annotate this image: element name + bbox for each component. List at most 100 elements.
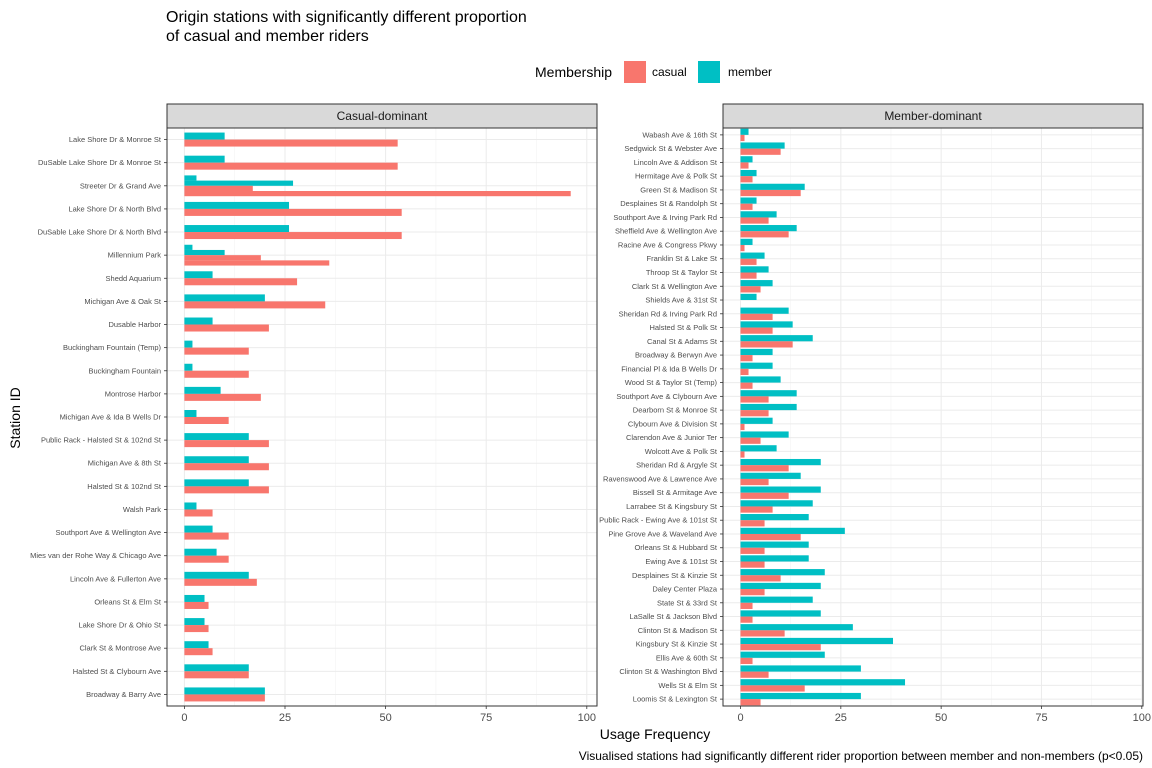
y-tick-label: Sheridan Rd & Irving Park Rd xyxy=(619,309,717,318)
bar-member-southport-ave-wellington-ave xyxy=(184,525,213,533)
bar-member-sedgwick-st-webster-ave xyxy=(740,142,785,149)
legend-key-member xyxy=(698,61,720,83)
y-tick-label: Lincoln Ave & Fullerton Ave xyxy=(70,574,161,583)
chart-title-line-2: of casual and member riders xyxy=(166,28,369,45)
y-tick-label: DuSable Lake Shore Dr & North Blvd xyxy=(38,228,161,237)
y-tick-label: Clarendon Ave & Junior Ter xyxy=(626,433,718,442)
bar-casual-orleans-st-hubbard-st xyxy=(740,547,765,554)
bar-member-green-st-madison-st xyxy=(740,183,805,190)
y-tick-label: Pine Grove Ave & Waveland Ave xyxy=(608,529,717,538)
bar-member-shields-ave-31st-st xyxy=(740,293,757,301)
y-tick-labels: Wabash Ave & 16th St Sedgwick St & Webste… xyxy=(599,130,723,704)
y-tick-label: Franklin St & Lake St xyxy=(647,254,718,263)
bar-casual-dusable-lake-shore-dr-monroe-st xyxy=(184,162,398,170)
bar-member-wells-st-elm-st xyxy=(740,679,906,686)
bar-member-sheridan-rd-irving-park-rd xyxy=(740,307,789,314)
bar-casual-clarendon-ave-junior-ter xyxy=(740,437,761,444)
y-tick-label: Southport Ave & Wellington Ave xyxy=(56,528,162,537)
bar-casual-pine-grove-ave-waveland-ave xyxy=(740,533,801,541)
y-tick-label: Racine Ave & Congress Pkwy xyxy=(618,240,717,249)
bar-member-hermitage-ave-polk-st xyxy=(740,169,757,177)
bar-member-streeter-dr-grand-ave xyxy=(184,180,294,186)
bar-member-millennium-park xyxy=(184,249,225,256)
y-tick-label: Dusable Harbor xyxy=(108,320,161,329)
bar-casual-wells-st-elm-st xyxy=(740,685,805,692)
bar-member-bissell-st-armitage-ave xyxy=(740,486,821,493)
bar-casual-clinton-st-madison-st xyxy=(740,630,785,637)
y-tick-label: Shedd Aquarium xyxy=(106,274,161,283)
bar-member-michigan-ave-ida-b-wells-dr xyxy=(184,410,197,417)
y-tick-label: Public Rack - Halsted St & 102nd St xyxy=(41,436,162,445)
bar-casual-sheridan-rd-irving-park-rd xyxy=(740,313,773,320)
y-tick-label: Lake Shore Dr & Monroe St xyxy=(69,135,162,144)
bar-casual-wood-st-taylor-st-temp xyxy=(740,382,753,389)
facet-strip-label: Member-dominant xyxy=(884,109,982,123)
y-tick-label: Orleans St & Elm St xyxy=(94,597,162,606)
y-tick-label: Larrabee St & Kingsbury St xyxy=(626,502,718,511)
bar-casual-daley-center-plaza xyxy=(740,589,765,596)
y-tick-label: Halsted St & Clybourn Ave xyxy=(73,667,161,676)
bar-casual-ravenswood-ave-lawrence-ave xyxy=(740,478,769,486)
y-tick-label: Michigan Ave & Ida B Wells Dr xyxy=(60,413,162,422)
bar-member-lake-shore-dr-ohio-st xyxy=(184,618,205,626)
y-tick-label: Shields Ave & 31st St xyxy=(645,296,717,305)
y-tick-label: Clybourn Ave & Division St xyxy=(628,419,718,428)
bar-casual-wolcott-ave-polk-st xyxy=(740,451,745,458)
bar-casual-michigan-ave-oak-st xyxy=(184,301,326,309)
y-tick-labels: Lake Shore Dr & Monroe St DuSable Lake Sh… xyxy=(30,135,167,699)
bar-casual-bissell-st-armitage-ave xyxy=(740,492,789,499)
y-tick-label: Sedgwick St & Webster Ave xyxy=(624,144,717,153)
bar-casual-southport-ave-wellington-ave xyxy=(184,532,229,540)
y-tick-label: Halsted St & 102nd St xyxy=(87,482,162,491)
y-tick-label: State St & 33rd St xyxy=(657,598,718,607)
bar-member-orleans-st-hubbard-st xyxy=(740,541,809,548)
y-tick-label: Wabash Ave & 16th St xyxy=(642,130,718,139)
bar-casual-desplaines-st-kinzie-st xyxy=(740,575,781,582)
bar-casual-michigan-ave-ida-b-wells-dr xyxy=(184,417,229,424)
legend: Membership casual member xyxy=(535,61,772,83)
x-tick-label: 25 xyxy=(835,712,847,724)
y-tick-label: Sheffield Ave & Wellington Ave xyxy=(615,227,717,236)
y-tick-label: Montrose Harbor xyxy=(105,389,162,398)
bar-member-walsh-park xyxy=(184,502,197,510)
bar-member-public-rack-ewing-ave-101st-st xyxy=(740,514,809,521)
y-tick-label: Lake Shore Dr & Ohio St xyxy=(78,621,161,630)
bar-member-buckingham-fountain xyxy=(184,363,193,371)
bar-member-ewing-ave-101st-st xyxy=(740,555,809,562)
bar-member-clark-st-montrose-ave xyxy=(184,641,209,649)
bar-casual-dusable-lake-shore-dr-north-blvd xyxy=(184,232,402,240)
bar-casual-buckingham-fountain-temp xyxy=(184,347,249,355)
bar-casual-millennium-park xyxy=(184,260,330,266)
bar-casual-clinton-st-washington-blvd xyxy=(740,671,769,678)
y-tick-label: Bissell St & Armitage Ave xyxy=(633,488,717,497)
y-tick-label: LaSalle St & Jackson Blvd xyxy=(629,612,717,621)
y-tick-label: Clark St & Wellington Ave xyxy=(632,282,717,291)
bar-member-buckingham-fountain-temp xyxy=(184,340,193,348)
y-tick-label: Broadway & Barry Ave xyxy=(86,690,161,699)
bar-casual-larrabee-st-kingsbury-st xyxy=(740,506,773,513)
bar-casual-state-st-33rd-st xyxy=(740,602,753,609)
x-tick-label: 50 xyxy=(935,712,947,724)
y-tick-label: Millennium Park xyxy=(108,251,162,260)
y-tick-label: Michigan Ave & Oak St xyxy=(84,297,161,306)
legend-title: Membership xyxy=(535,64,612,80)
x-tick-label: 25 xyxy=(279,712,291,724)
bar-member-franklin-st-lake-st xyxy=(740,252,765,259)
x-tick-label: 0 xyxy=(737,712,743,724)
bar-member-desplaines-st-kinzie-st xyxy=(740,569,825,576)
bar-member-montrose-harbor xyxy=(184,386,221,394)
bar-casual-halsted-st-clybourn-ave xyxy=(184,671,249,679)
bar-member-sheridan-rd-argyle-st xyxy=(740,458,821,466)
bar-member-shedd-aquarium xyxy=(184,271,213,279)
y-tick-label: Throop St & Taylor St xyxy=(646,268,718,277)
y-tick-label: Public Rack - Ewing Ave & 101st St xyxy=(599,516,718,525)
bar-member-public-rack-halsted-st-102nd-st xyxy=(184,433,249,441)
panel-border xyxy=(166,127,598,707)
x-tick-label: 75 xyxy=(1035,712,1047,724)
y-tick-label: Lincoln Ave & Addison St xyxy=(634,158,718,167)
x-axis: 0 25 50 75 100 xyxy=(181,706,596,724)
bar-member-dusable-lake-shore-dr-monroe-st xyxy=(184,155,225,163)
bar-casual-sheffield-ave-wellington-ave xyxy=(740,231,789,238)
y-tick-label: Buckingham Fountain (Temp) xyxy=(63,343,161,352)
bar-casual-kingsbury-st-kinzie-st xyxy=(740,644,821,651)
